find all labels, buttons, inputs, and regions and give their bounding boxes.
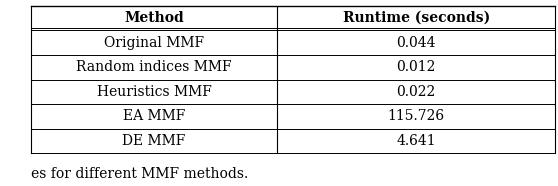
Text: Original MMF: Original MMF (104, 36, 204, 49)
Text: Method: Method (124, 11, 184, 25)
Text: 4.641: 4.641 (396, 134, 436, 148)
Text: EA MMF: EA MMF (123, 110, 185, 124)
Text: Random indices MMF: Random indices MMF (76, 60, 232, 74)
Text: 0.012: 0.012 (397, 60, 436, 74)
Text: Heuristics MMF: Heuristics MMF (97, 85, 211, 99)
Text: Runtime (seconds): Runtime (seconds) (343, 11, 490, 25)
Text: DE MMF: DE MMF (122, 134, 186, 148)
Text: 0.022: 0.022 (397, 85, 436, 99)
Text: es for different MMF methods.: es for different MMF methods. (31, 167, 248, 181)
Text: 115.726: 115.726 (388, 110, 445, 124)
Text: 0.044: 0.044 (397, 36, 436, 49)
